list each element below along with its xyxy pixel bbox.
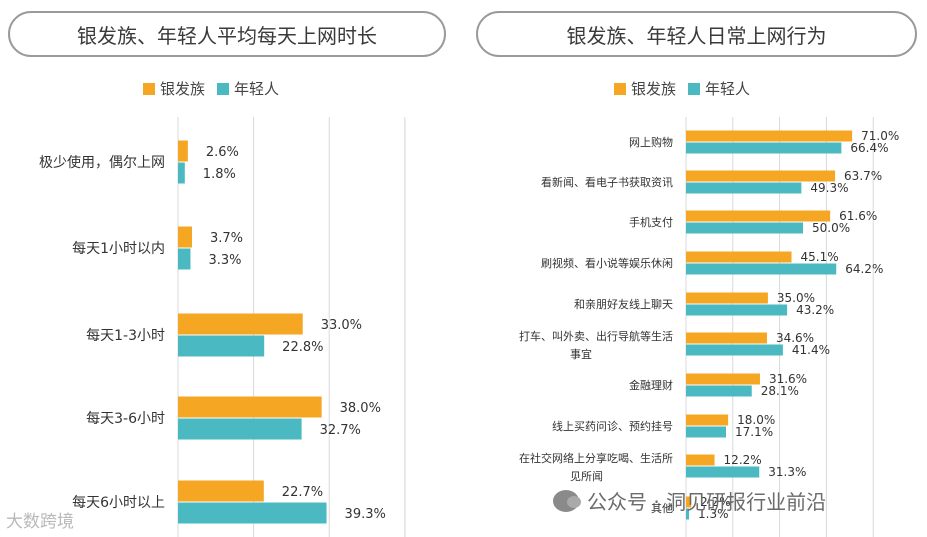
right-bar-young xyxy=(686,263,837,275)
legend-young-swatch xyxy=(688,82,701,95)
left-bar-silver xyxy=(178,396,322,418)
left-bar-silver xyxy=(178,480,264,502)
right-bar-young xyxy=(686,344,783,356)
right-bar-young xyxy=(686,385,752,397)
left-bar-young xyxy=(178,502,327,524)
right-category-label: 线上买药问诊、预约挂号 xyxy=(552,419,673,433)
right-bar-young xyxy=(686,182,802,194)
right-bar-silver xyxy=(686,170,836,182)
right-value-label-young: 41.4% xyxy=(792,343,830,357)
left-value-label-silver: 33.0% xyxy=(321,318,362,333)
legend-silver-label: 银发族 xyxy=(160,80,206,98)
left-value-label-silver: 38.0% xyxy=(340,401,381,416)
left-legend: 银发族 年轻人 xyxy=(143,78,291,99)
right-category-label: 事宜 xyxy=(570,347,592,361)
right-value-label-young: 50.0% xyxy=(812,221,850,235)
right-value-label-silver: 12.2% xyxy=(724,453,762,467)
right-category-label: 手机支付 xyxy=(629,215,673,229)
right-value-label-young: 49.3% xyxy=(810,181,848,195)
right-bar-young xyxy=(686,222,803,234)
right-bar-silver xyxy=(686,251,792,263)
right-value-label-young: 64.2% xyxy=(845,262,883,276)
right-bar-silver xyxy=(686,292,768,304)
legend-young-label: 年轻人 xyxy=(234,80,280,98)
right-category-label: 刷视频、看小说等娱乐休闲 xyxy=(541,256,673,270)
right-value-label-young: 1.3% xyxy=(698,507,729,521)
right-category-label: 金融理财 xyxy=(629,378,673,392)
left-chart-title: 银发族、年轻人平均每天上网时长 xyxy=(8,11,446,57)
legend-young-swatch xyxy=(217,82,230,95)
right-value-label-silver: 31.6% xyxy=(769,372,807,386)
watermark-wechat: 公众号 · 洞见研报行业前沿 xyxy=(553,486,826,515)
right-bar-silver xyxy=(686,496,692,508)
right-value-label-silver: 2.2% xyxy=(700,495,731,509)
right-bar-silver xyxy=(686,210,831,222)
right-value-label-young: 31.3% xyxy=(768,465,806,479)
legend-young-label: 年轻人 xyxy=(705,80,751,98)
right-bar-young xyxy=(686,466,760,478)
right-chart-title: 银发族、年轻人日常上网行为 xyxy=(476,11,917,57)
left-category-label: 极少使用，偶尔上网 xyxy=(39,154,165,171)
left-value-label-silver: 3.7% xyxy=(210,231,243,246)
right-value-label-silver: 61.6% xyxy=(839,209,877,223)
right-value-label-young: 28.1% xyxy=(761,384,799,398)
right-value-label-young: 43.2% xyxy=(796,303,834,317)
right-category-label: 看新闻、看电子书获取资讯 xyxy=(541,175,673,189)
right-bar-young xyxy=(686,426,727,438)
left-value-label-young: 39.3% xyxy=(345,507,386,522)
right-value-label-silver: 71.0% xyxy=(861,129,899,143)
left-bar-young xyxy=(178,248,191,270)
right-bar-silver xyxy=(686,454,715,466)
right-bar-silver xyxy=(686,414,729,426)
left-category-label: 每天6小时以上 xyxy=(72,495,165,511)
watermark-text: 公众号 · 洞见研报行业前沿 xyxy=(587,490,827,514)
watermark-left: 大数跨境 xyxy=(6,512,74,532)
legend-silver-swatch xyxy=(614,82,626,95)
right-value-label-silver: 45.1% xyxy=(801,250,839,264)
left-value-label-silver: 2.6% xyxy=(206,145,239,160)
right-bar-young xyxy=(686,508,690,520)
right-category-label: 打车、叫外卖、出行导航等生活 xyxy=(519,329,673,343)
legend-silver-label: 银发族 xyxy=(631,80,677,98)
right-category-label: 见所闻 xyxy=(570,469,603,483)
right-category-label: 网上购物 xyxy=(629,135,673,149)
left-value-label-young: 1.8% xyxy=(203,167,236,182)
right-value-label-silver: 18.0% xyxy=(737,413,775,427)
wechat-icon xyxy=(553,489,581,512)
legend-silver-swatch xyxy=(143,82,155,95)
left-value-label-silver: 22.7% xyxy=(282,485,323,500)
right-bar-silver xyxy=(686,373,760,385)
right-legend: 银发族 年轻人 xyxy=(614,78,762,99)
right-bar-silver xyxy=(686,332,767,344)
left-category-label: 每天3-6小时 xyxy=(86,411,165,427)
right-value-label-silver: 63.7% xyxy=(844,169,882,183)
right-value-label-young: 17.1% xyxy=(735,425,773,439)
right-value-label-silver: 34.6% xyxy=(776,331,814,345)
right-category-label: 和亲朋好友线上聊天 xyxy=(574,297,673,311)
left-bar-young xyxy=(178,162,185,184)
right-bar-young xyxy=(686,304,788,316)
right-bar-silver xyxy=(686,130,853,142)
right-category-label: 其他 xyxy=(651,502,673,515)
right-value-label-silver: 35.0% xyxy=(777,291,815,305)
left-value-label-young: 3.3% xyxy=(208,253,241,268)
left-bar-silver xyxy=(178,226,192,248)
left-value-label-young: 22.8% xyxy=(282,340,323,355)
right-category-label: 在社交网络上分享吃喝、生活所 xyxy=(519,451,673,465)
left-category-label: 每天1小时以内 xyxy=(72,241,165,257)
right-value-label-young: 66.4% xyxy=(850,141,888,155)
left-value-label-young: 32.7% xyxy=(320,423,361,438)
left-bar-young xyxy=(178,418,302,440)
left-bar-silver xyxy=(178,313,303,335)
left-category-label: 每天1-3小时 xyxy=(86,328,165,344)
left-bar-young xyxy=(178,335,265,357)
left-bar-silver xyxy=(178,140,188,162)
right-bar-young xyxy=(686,142,842,154)
